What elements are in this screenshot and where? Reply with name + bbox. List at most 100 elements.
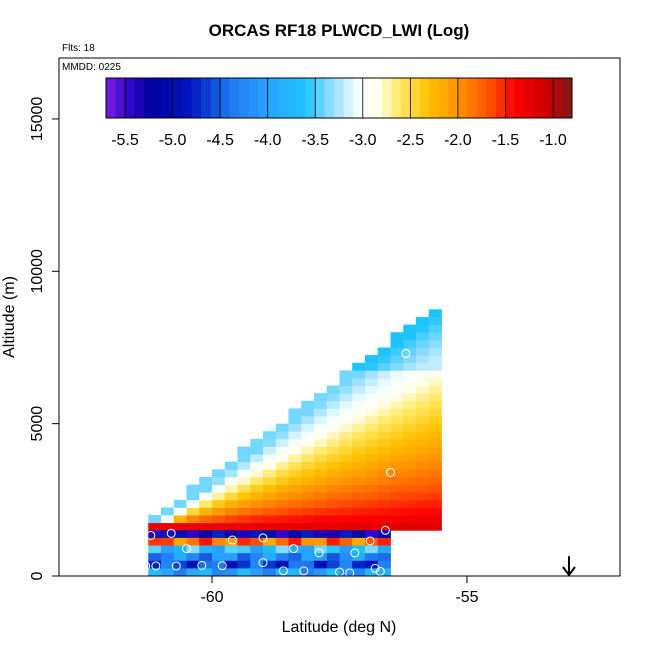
heatmap-cell xyxy=(416,484,430,493)
heatmap-cell xyxy=(148,553,162,562)
heatmap-cell xyxy=(352,499,366,508)
x-axis: -60 -55 xyxy=(200,576,479,606)
heatmap-cell xyxy=(390,499,404,508)
heatmap-cell xyxy=(390,461,404,470)
heatmap-cell xyxy=(403,431,417,440)
heatmap-cell xyxy=(403,393,417,402)
heatmap-cell xyxy=(352,507,366,516)
heatmap-cell xyxy=(403,454,417,463)
heatmap-cell xyxy=(237,537,251,546)
heatmap-cell xyxy=(301,461,315,470)
heatmap-cell xyxy=(237,469,251,478)
heatmap-cell xyxy=(352,568,366,577)
heatmap-cell xyxy=(199,515,213,524)
sample-point xyxy=(386,467,395,477)
heatmap-cell xyxy=(390,393,404,402)
heatmap-cell xyxy=(301,438,315,447)
heatmap-cell xyxy=(428,522,442,531)
heatmap-cell xyxy=(237,446,251,455)
heatmap-cell xyxy=(224,499,238,508)
heatmap-cell xyxy=(186,537,200,546)
heatmap-cell xyxy=(288,537,302,546)
heatmap-cell xyxy=(301,400,315,409)
colorbar: -5.5 -5.0 -4.5 -4.0 -3.5 -3.0 -2.5 -2.0 -1.5 -1.0 xyxy=(105,77,573,149)
heatmap-cell xyxy=(339,370,353,379)
heatmap-cell xyxy=(326,499,340,508)
colorbar-segment xyxy=(429,78,440,118)
y-tick-label: 10000 xyxy=(29,249,46,294)
heatmap-cell xyxy=(365,385,379,394)
sample-point xyxy=(345,568,355,578)
heatmap-cell xyxy=(275,545,289,554)
heatmap-cell xyxy=(365,393,379,402)
heatmap-cell xyxy=(224,461,238,470)
heatmap-cell xyxy=(339,492,353,501)
heatmap-cell xyxy=(224,476,238,485)
heatmap-cell xyxy=(339,515,353,524)
heatmap-cell xyxy=(148,560,162,569)
heatmap-cell xyxy=(390,347,404,356)
heatmap-cell xyxy=(212,530,226,539)
heatmap-cell xyxy=(365,492,379,501)
heatmap-cell xyxy=(275,431,289,440)
heatmap-cell xyxy=(365,408,379,417)
heatmap-cell xyxy=(365,461,379,470)
heatmap-cell xyxy=(416,515,430,524)
heatmap-cell xyxy=(403,438,417,447)
heatmap-cell xyxy=(314,416,328,425)
heatmap-cell xyxy=(339,454,353,463)
heatmap-cell xyxy=(250,530,264,539)
heatmap-cell xyxy=(352,393,366,402)
heatmap-cell xyxy=(288,431,302,440)
sample-point xyxy=(442,309,452,319)
heatmap-cell xyxy=(173,499,187,508)
sample-point xyxy=(258,558,268,568)
heatmap-cell xyxy=(301,492,315,501)
heatmap-cell xyxy=(326,492,340,501)
heatmap-cell xyxy=(301,553,315,562)
colorbar-segment xyxy=(106,78,116,118)
heatmap-cell xyxy=(428,347,442,356)
colorbar-segment xyxy=(210,78,221,118)
colorbar-segment xyxy=(239,78,250,118)
heatmap-cell xyxy=(263,522,277,531)
heatmap-cell xyxy=(339,461,353,470)
heatmap-cell xyxy=(365,553,379,562)
heatmap-cell xyxy=(199,492,213,501)
heatmap-cell xyxy=(377,423,391,432)
heatmap-cell xyxy=(173,507,187,516)
colorbar-segment xyxy=(229,78,240,118)
sample-point xyxy=(289,544,299,554)
heatmap-cell xyxy=(173,522,187,531)
heatmap-cell xyxy=(212,499,226,508)
heatmap-cell xyxy=(288,438,302,447)
heatmap-cell xyxy=(377,476,391,485)
heatmap-cell xyxy=(339,530,353,539)
heatmap-cell xyxy=(377,446,391,455)
colorbar-segment xyxy=(552,78,563,118)
heatmap-cell xyxy=(428,492,442,501)
heatmap-cell xyxy=(314,454,328,463)
heatmap-cell xyxy=(263,492,277,501)
heatmap-cell xyxy=(288,507,302,516)
heatmap-cell xyxy=(250,507,264,516)
heatmap-cell xyxy=(263,560,277,569)
heatmap-cell xyxy=(326,461,340,470)
heatmap-cell xyxy=(352,454,366,463)
y-tick-label: 5000 xyxy=(29,406,46,442)
colorbar-segment xyxy=(505,78,516,118)
heatmap-cell xyxy=(237,454,251,463)
heatmap-cell xyxy=(416,431,430,440)
sample-point xyxy=(227,535,237,545)
y-tick-label: 0 xyxy=(29,571,46,580)
colorbar-segment xyxy=(353,78,364,118)
heatmap-cell xyxy=(250,461,264,470)
colorbar-segment xyxy=(201,78,212,118)
heatmap-cell xyxy=(263,476,277,485)
heatmap-cell xyxy=(263,537,277,546)
heatmap-cell xyxy=(212,522,226,531)
heatmap-cell xyxy=(186,522,200,531)
heatmap-cell xyxy=(403,362,417,371)
colorbar-segment xyxy=(172,78,183,118)
